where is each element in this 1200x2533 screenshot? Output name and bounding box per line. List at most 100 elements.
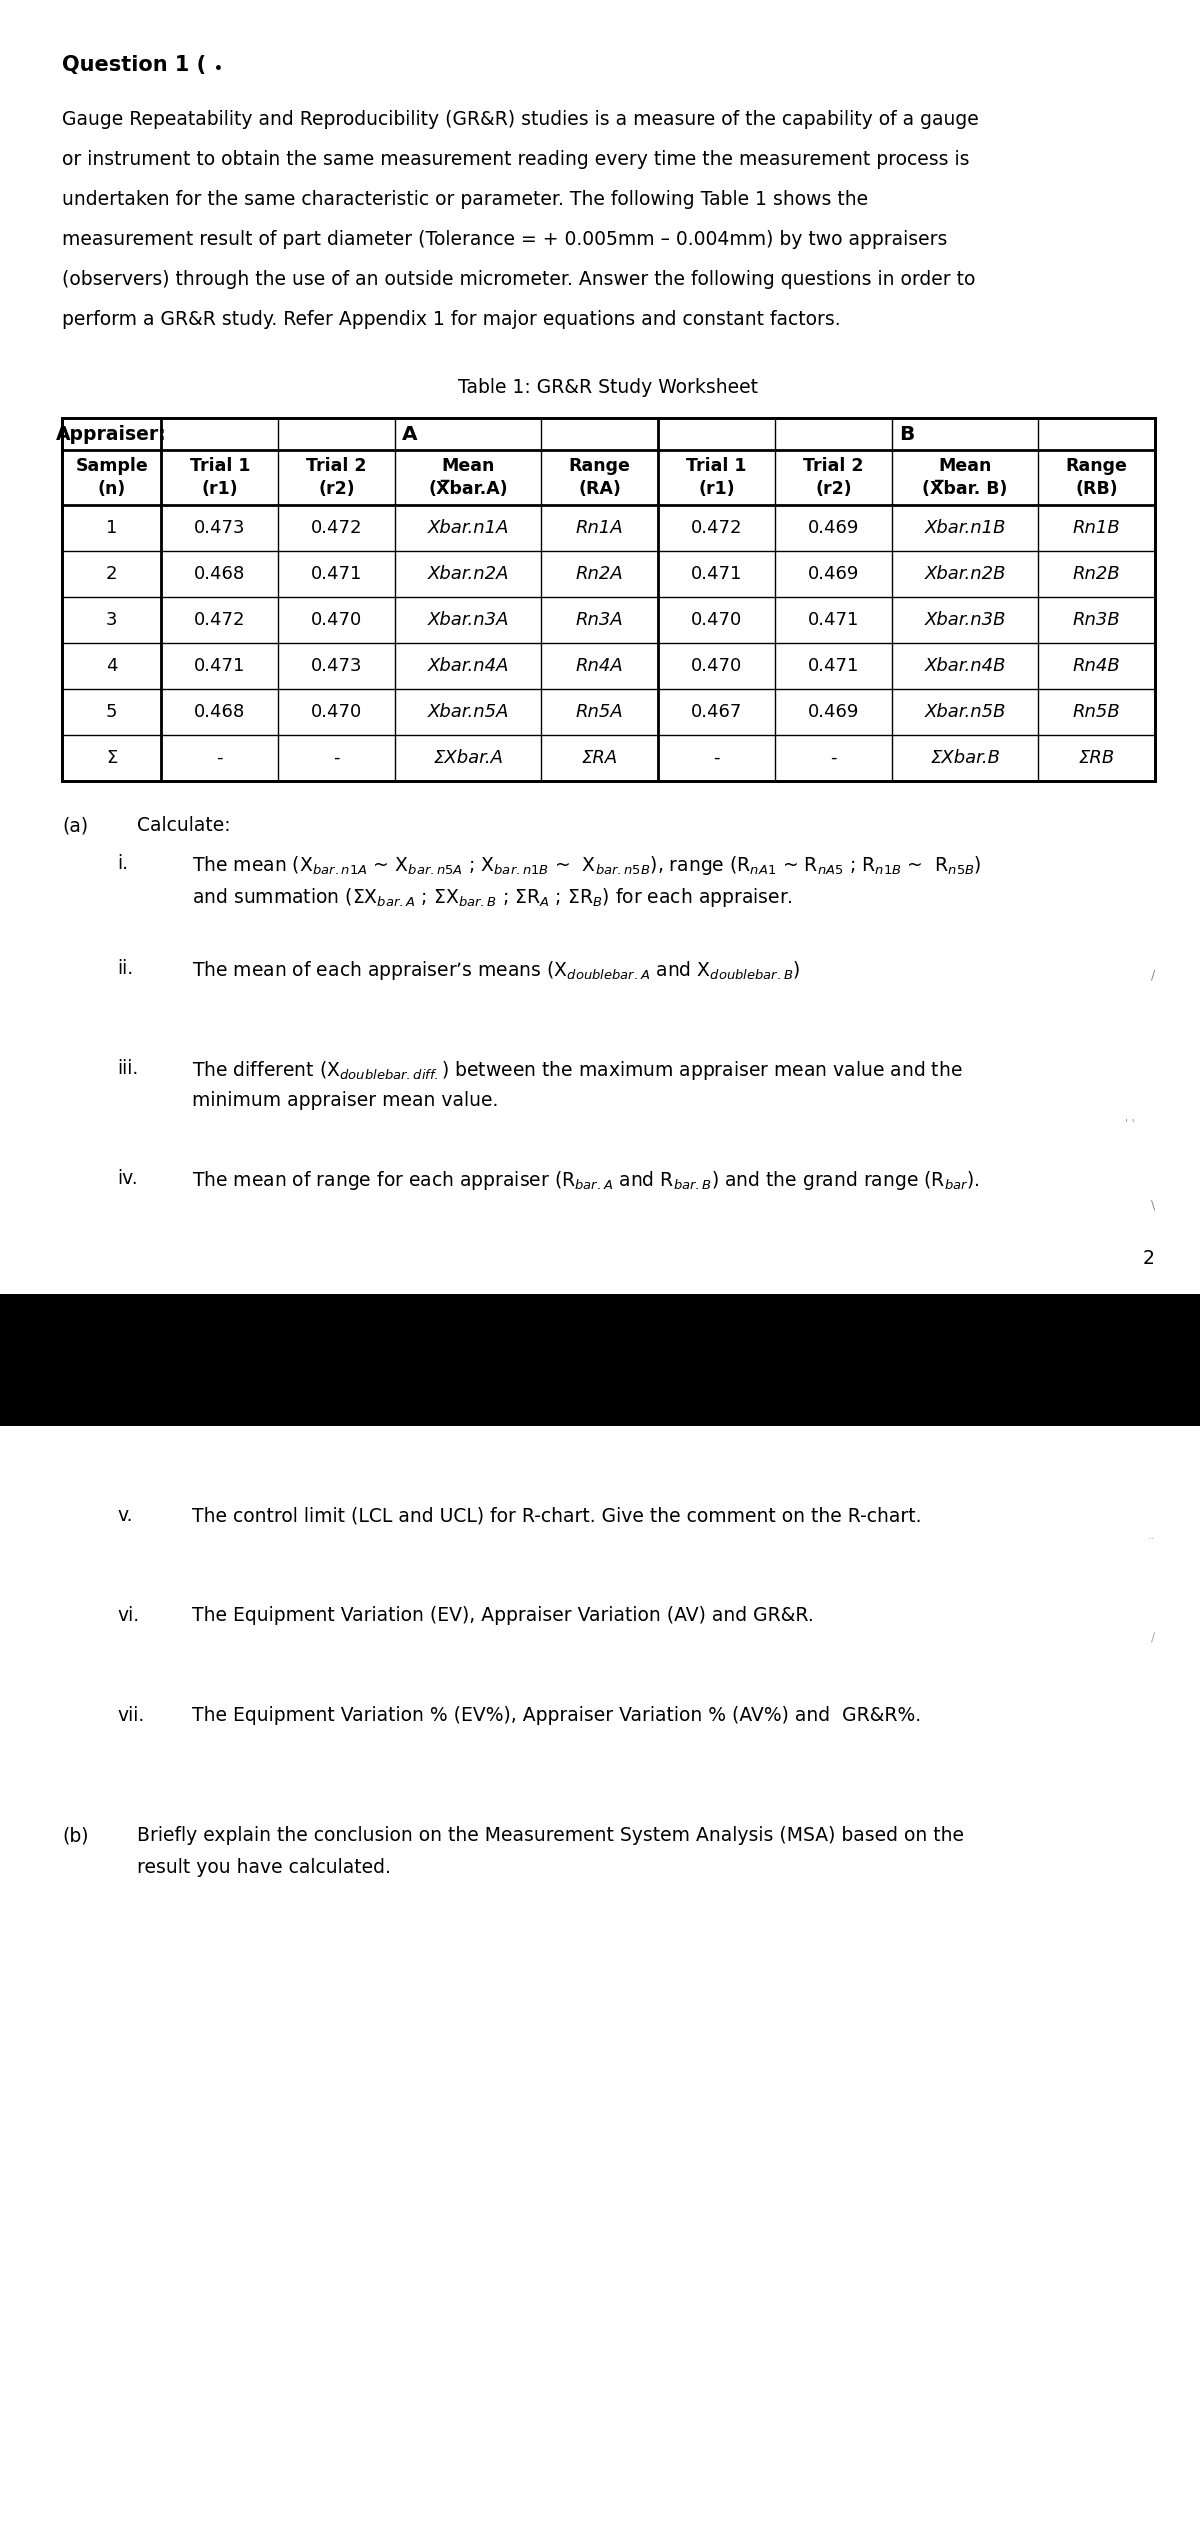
Text: Rn4B: Rn4B: [1073, 656, 1121, 674]
Text: Xbar.n3B: Xbar.n3B: [924, 610, 1006, 628]
Text: minimum appraiser mean value.: minimum appraiser mean value.: [192, 1092, 498, 1109]
Text: Xbar.n2A: Xbar.n2A: [427, 565, 509, 583]
Text: perform a GR&R study. Refer Appendix 1 for major equations and constant factors.: perform a GR&R study. Refer Appendix 1 f…: [62, 309, 841, 329]
Text: A: A: [402, 426, 418, 443]
Bar: [62, 418, 1154, 780]
Text: Calculate:: Calculate:: [137, 816, 230, 836]
Text: (a): (a): [62, 816, 88, 836]
Text: undertaken for the same characteristic or parameter. The following Table 1 shows: undertaken for the same characteristic o…: [62, 190, 868, 210]
Text: Mean
(X̅bar. B): Mean (X̅bar. B): [923, 456, 1008, 499]
Text: Rn5A: Rn5A: [576, 704, 624, 722]
Text: Range
(RA): Range (RA): [569, 456, 631, 499]
Text: Appraiser:: Appraiser:: [56, 426, 167, 443]
Text: -: -: [830, 750, 836, 767]
Text: 2: 2: [1144, 1249, 1154, 1269]
Text: Xbar.n5A: Xbar.n5A: [427, 704, 509, 722]
Text: ii.: ii.: [118, 960, 133, 978]
Text: Mean
(X̅bar.A): Mean (X̅bar.A): [428, 456, 508, 499]
Text: Gauge Repeatability and Reproducibility (GR&R) studies is a measure of the capab: Gauge Repeatability and Reproducibility …: [62, 109, 979, 129]
Text: 0.470: 0.470: [691, 610, 743, 628]
Text: measurement result of part diameter (Tolerance = + 0.005mm – 0.004mm) by two app: measurement result of part diameter (Tol…: [62, 231, 947, 248]
Text: Rn5B: Rn5B: [1073, 704, 1121, 722]
Text: 0.468: 0.468: [194, 565, 246, 583]
Text: Xbar.n3A: Xbar.n3A: [427, 610, 509, 628]
Text: Rn1B: Rn1B: [1073, 519, 1121, 537]
Text: Rn3A: Rn3A: [576, 610, 624, 628]
Text: (observers) through the use of an outside micrometer. Answer the following quest: (observers) through the use of an outsid…: [62, 271, 976, 289]
Text: 0.472: 0.472: [194, 610, 246, 628]
Text: Trial 2
(r2): Trial 2 (r2): [803, 456, 864, 499]
Text: Trial 2
(r2): Trial 2 (r2): [306, 456, 367, 499]
Text: ΣRA: ΣRA: [582, 750, 618, 767]
Text: Question 1 (: Question 1 (: [62, 56, 206, 76]
Text: -: -: [334, 750, 340, 767]
Text: The mean (X$_{bar.n1A}$ ~ X$_{bar.n5A}$ ; X$_{bar.n1B}$ ~  X$_{bar.n5B}$), range: The mean (X$_{bar.n1A}$ ~ X$_{bar.n5A}$ …: [192, 854, 982, 876]
Text: Briefly explain the conclusion on the Measurement System Analysis (MSA) based on: Briefly explain the conclusion on the Me…: [137, 1826, 964, 1844]
Text: Rn2A: Rn2A: [576, 565, 624, 583]
Text: ..: ..: [1147, 1530, 1154, 1540]
Text: Σ: Σ: [106, 750, 118, 767]
Text: vii.: vii.: [118, 1707, 144, 1725]
Text: ΣXbar.A: ΣXbar.A: [433, 750, 503, 767]
Text: 2: 2: [106, 565, 118, 583]
Text: The Equipment Variation % (EV%), Appraiser Variation % (AV%) and  GR&R%.: The Equipment Variation % (EV%), Apprais…: [192, 1707, 922, 1725]
Text: Xbar.n4A: Xbar.n4A: [427, 656, 509, 674]
Text: 0.471: 0.471: [311, 565, 362, 583]
Text: ΣXbar.B: ΣXbar.B: [930, 750, 1000, 767]
Text: Rn3B: Rn3B: [1073, 610, 1121, 628]
Text: ΣRB: ΣRB: [1079, 750, 1115, 767]
Text: 0.469: 0.469: [808, 519, 859, 537]
Text: 0.473: 0.473: [311, 656, 362, 674]
Text: \: \: [1151, 1198, 1154, 1211]
Text: Range
(RB): Range (RB): [1066, 456, 1128, 499]
Text: Trial 1
(r1): Trial 1 (r1): [686, 456, 746, 499]
Text: iii.: iii.: [118, 1059, 138, 1079]
Text: result you have calculated.: result you have calculated.: [137, 1859, 391, 1877]
Text: B: B: [899, 426, 914, 443]
Text: The Equipment Variation (EV), Appraiser Variation (AV) and GR&R.: The Equipment Variation (EV), Appraiser …: [192, 1606, 814, 1626]
Text: 0.469: 0.469: [808, 565, 859, 583]
Text: 0.472: 0.472: [311, 519, 362, 537]
Text: -: -: [216, 750, 223, 767]
Text: -: -: [713, 750, 720, 767]
Text: ' ': ' ': [1126, 1120, 1135, 1130]
Text: Xbar.n1A: Xbar.n1A: [427, 519, 509, 537]
Text: /: /: [1151, 1631, 1154, 1644]
Text: Xbar.n5B: Xbar.n5B: [924, 704, 1006, 722]
Text: 0.467: 0.467: [691, 704, 743, 722]
Text: 1: 1: [106, 519, 118, 537]
Text: 0.471: 0.471: [194, 656, 246, 674]
Text: The control limit (LCL and UCL) for R-chart. Give the comment on the R-chart.: The control limit (LCL and UCL) for R-ch…: [192, 1507, 922, 1525]
Text: iv.: iv.: [118, 1170, 138, 1188]
Text: Sample
(n): Sample (n): [76, 456, 148, 499]
Text: Xbar.n4B: Xbar.n4B: [924, 656, 1006, 674]
Text: 0.468: 0.468: [194, 704, 246, 722]
Text: 0.473: 0.473: [194, 519, 246, 537]
Text: Rn1A: Rn1A: [576, 519, 624, 537]
Text: •: •: [214, 61, 223, 76]
Text: i.: i.: [118, 854, 128, 874]
Text: 0.471: 0.471: [808, 610, 859, 628]
Text: or instrument to obtain the same measurement reading every time the measurement : or instrument to obtain the same measure…: [62, 149, 970, 170]
Text: The mean of each appraiser’s means (X$_{doublebar.A}$ and X$_{doublebar.B}$): The mean of each appraiser’s means (X$_{…: [192, 960, 800, 983]
Text: 0.471: 0.471: [691, 565, 743, 583]
Text: /: /: [1151, 970, 1154, 983]
Text: 0.469: 0.469: [808, 704, 859, 722]
Text: Table 1: GR&R Study Worksheet: Table 1: GR&R Study Worksheet: [458, 377, 758, 398]
Text: v.: v.: [118, 1507, 132, 1525]
Text: vi.: vi.: [118, 1606, 139, 1626]
Text: Trial 1
(r1): Trial 1 (r1): [190, 456, 250, 499]
Text: 5: 5: [106, 704, 118, 722]
Text: 0.470: 0.470: [311, 610, 362, 628]
Text: The mean of range for each appraiser (R$_{bar.A}$ and R$_{bar.B}$) and the grand: The mean of range for each appraiser (R$…: [192, 1170, 979, 1193]
Text: 0.471: 0.471: [808, 656, 859, 674]
Text: Xbar.n1B: Xbar.n1B: [924, 519, 1006, 537]
Text: 4: 4: [106, 656, 118, 674]
Text: 0.470: 0.470: [311, 704, 362, 722]
Text: 0.472: 0.472: [691, 519, 743, 537]
Text: Xbar.n2B: Xbar.n2B: [924, 565, 1006, 583]
Text: 3: 3: [106, 610, 118, 628]
Text: The different (X$_{doublebar.diff.}$) between the maximum appraiser mean value a: The different (X$_{doublebar.diff.}$) be…: [192, 1059, 962, 1082]
Text: Rn2B: Rn2B: [1073, 565, 1121, 583]
Text: and summation (ΣX$_{bar.A}$ ; ΣX$_{bar.B}$ ; ΣR$_{A}$ ; ΣR$_{B}$) for each appra: and summation (ΣX$_{bar.A}$ ; ΣX$_{bar.B…: [192, 887, 793, 909]
